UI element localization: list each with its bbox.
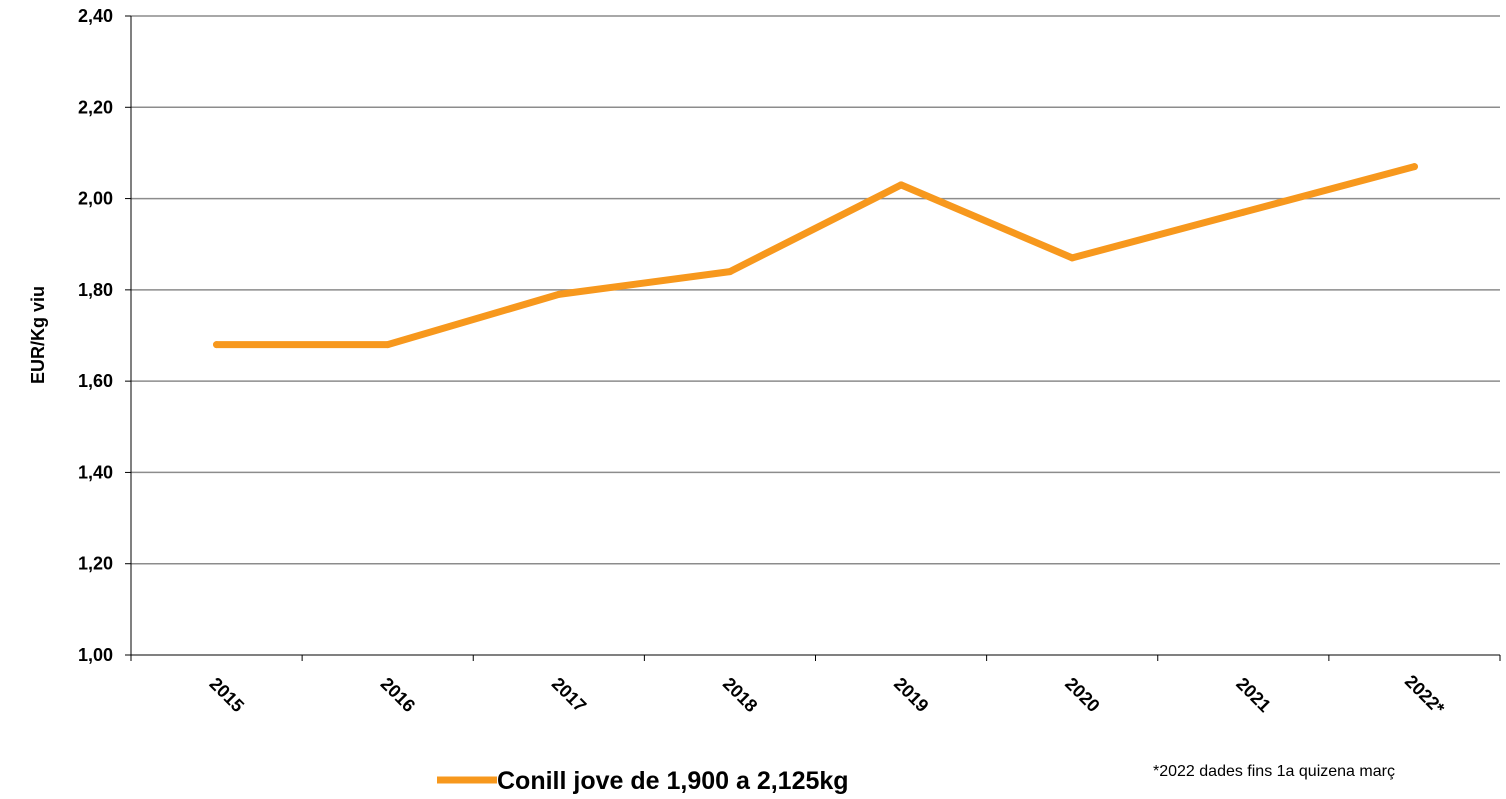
y-tick-label: 1,60 — [78, 371, 113, 391]
data-point — [726, 268, 734, 276]
grid-lines — [131, 15, 1500, 565]
legend: Conill jove de 1,900 a 2,125kg — [437, 767, 849, 795]
x-tick-label: 2017 — [548, 674, 590, 716]
x-tick-label: 2016 — [377, 674, 419, 716]
footnote: *2022 dades fins 1a quizena març — [1153, 763, 1395, 780]
x-tick-label: 2018 — [719, 674, 761, 716]
legend-label: Conill jove de 1,900 a 2,125kg — [497, 767, 849, 795]
y-tick-label: 1,40 — [78, 462, 113, 482]
y-tick-label: 2,20 — [78, 97, 113, 117]
x-tick-label: 2020 — [1061, 674, 1103, 716]
y-tick-labels: 1,00 1,20 1,40 1,60 1,80 2,00 2,20 2,40 — [78, 6, 113, 665]
x-tick-labels: 2015 2016 2017 2018 2019 2020 2021 2022* — [206, 671, 1449, 718]
y-tick-label: 2,40 — [78, 6, 113, 26]
data-point — [213, 341, 221, 349]
data-point — [384, 341, 392, 349]
y-tick-label: 1,80 — [78, 280, 113, 300]
data-point — [1410, 163, 1418, 171]
y-tick-label: 2,00 — [78, 189, 113, 209]
data-point — [555, 290, 563, 298]
x-tick-label: 2021 — [1232, 674, 1274, 716]
y-axis-title: EUR/Kg viu — [28, 286, 48, 384]
data-point — [1068, 254, 1076, 262]
x-tick-label: 2022* — [1401, 671, 1448, 718]
series-lines — [213, 163, 1418, 349]
x-tick-label: 2019 — [890, 674, 932, 716]
axes — [125, 15, 1501, 661]
data-point — [1239, 208, 1247, 216]
series-line — [213, 163, 1418, 349]
y-tick-label: 1,20 — [78, 554, 113, 574]
x-tick-label: 2015 — [206, 674, 248, 716]
y-tick-label: 1,00 — [78, 645, 113, 665]
data-point — [897, 181, 905, 189]
